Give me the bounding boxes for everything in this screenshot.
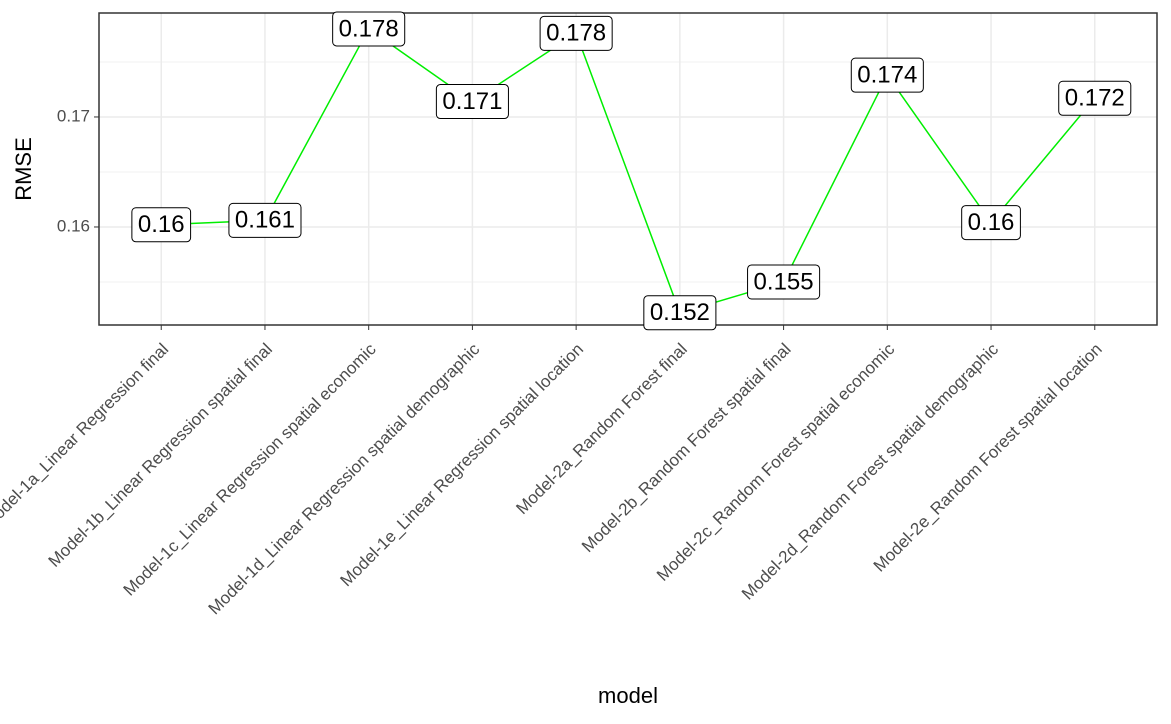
data-label-box bbox=[332, 11, 406, 47]
data-label-box bbox=[131, 207, 192, 243]
data-label-box bbox=[539, 15, 613, 51]
data-label: 0.152 bbox=[643, 295, 717, 331]
data-label-text: 0.161 bbox=[235, 207, 295, 234]
data-label-text: 0.16 bbox=[968, 209, 1015, 236]
data-label-text: 0.155 bbox=[754, 268, 814, 295]
data-label: 0.155 bbox=[747, 264, 821, 300]
data-label-box bbox=[1058, 80, 1132, 116]
data-label-box bbox=[747, 264, 821, 300]
line bbox=[161, 27, 1096, 314]
data-label-box bbox=[435, 84, 509, 120]
data-label-text: 0.171 bbox=[442, 88, 502, 115]
data-label: 0.16 bbox=[131, 207, 192, 243]
x-tick-label: Model-2b_Random Forest spatial final bbox=[578, 340, 795, 557]
x-tick-label: Model-2c_Random Forest spatial economic bbox=[653, 339, 899, 585]
x-tick-label: Model-2e_Random Forest spatial location bbox=[870, 340, 1106, 576]
x-tick-label: Model-2a_Random Forest final bbox=[512, 340, 690, 518]
data-label: 0.161 bbox=[228, 202, 302, 238]
data-label: 0.174 bbox=[850, 57, 924, 93]
data-label-text: 0.178 bbox=[546, 20, 606, 47]
x-tick-label: Model-1a_Linear Regression final bbox=[0, 340, 172, 533]
data-label-text: 0.178 bbox=[339, 15, 399, 42]
data-label-box bbox=[850, 57, 924, 93]
data-label: 0.171 bbox=[435, 84, 509, 120]
y-tick-label: 0.16 bbox=[57, 216, 90, 235]
x-axis-title: model bbox=[598, 683, 658, 708]
data-label-text: 0.16 bbox=[138, 211, 185, 238]
data-label: 0.16 bbox=[961, 205, 1021, 241]
y-tick-label: 0.17 bbox=[57, 106, 90, 125]
y-axis-title: RMSE bbox=[11, 137, 36, 201]
data-label: 0.178 bbox=[332, 11, 406, 47]
data-label: 0.178 bbox=[539, 15, 613, 51]
data-label-box bbox=[643, 295, 717, 331]
x-tick-label: Model-1e_Linear Regression spatial locat… bbox=[336, 340, 587, 591]
data-label-text: 0.172 bbox=[1065, 85, 1125, 112]
data-label-text: 0.174 bbox=[857, 62, 917, 89]
data-label-text: 0.152 bbox=[650, 299, 710, 326]
x-tick-label: Model-1b_Linear Regression spatial final bbox=[45, 340, 276, 571]
plot-border bbox=[98, 12, 1158, 326]
data-label-box bbox=[228, 202, 302, 238]
data-label: 0.172 bbox=[1058, 80, 1132, 116]
data-label-box bbox=[961, 205, 1021, 241]
